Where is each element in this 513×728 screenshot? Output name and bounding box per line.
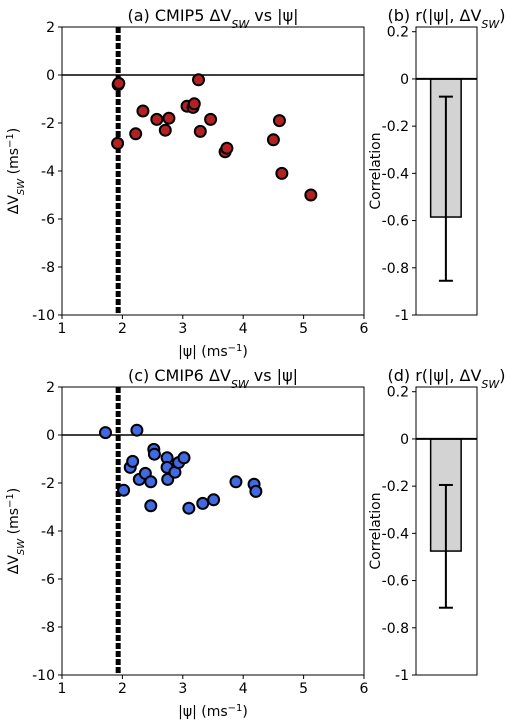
data-point	[150, 112, 164, 126]
y-tick-label: 0.2	[387, 25, 409, 41]
panel-a: (a) CMIP5 ΔVSW vs |ψ| 1 2 3 4 5 6 2 0 -2 -4 -6 -8 -10…	[5, 6, 369, 360]
y-tick-label: 0	[46, 428, 55, 444]
y-tick-label: -0.4	[382, 526, 409, 542]
data-point	[147, 447, 161, 461]
data-point	[229, 475, 243, 489]
y-tick-label: 0	[400, 432, 409, 448]
y-axis-label: ΔVSW (ms−1)	[5, 488, 27, 574]
data-point	[136, 104, 150, 118]
y-tick-label: -10	[32, 668, 55, 684]
y-tick-label: -0.6	[382, 574, 409, 590]
panel-title: (a) CMIP5 ΔVSW vs |ψ|	[127, 6, 298, 31]
data-point	[117, 483, 131, 497]
data-point	[112, 76, 126, 90]
panel-b: (b) r(|ψ|, ΔVSW)0.2 0 -0.2 -0.4 -0.6 -0.8 -1 Co…	[368, 6, 506, 324]
data-point	[182, 501, 196, 515]
x-tick-label: 3	[178, 321, 187, 337]
y-tick-label: -0.6	[382, 214, 409, 230]
y-tick-label: -1	[395, 308, 409, 324]
data-point	[144, 499, 158, 513]
data-point	[207, 493, 221, 507]
x-axis-label: |ψ| (ms−1)	[178, 343, 248, 361]
y-axis-label: ΔVSW (ms−1)	[5, 128, 27, 214]
data-point	[177, 451, 191, 465]
y-tick-label: -2	[41, 116, 55, 132]
data-point	[220, 141, 234, 155]
data-point	[275, 166, 289, 180]
panel-d: (d) r(|ψ|, ΔVSW)0.2 0 -0.2 -0.4 -0.6 -0.8 -1 Co…	[368, 366, 506, 684]
data-point	[126, 454, 140, 468]
y-tick-label: -2	[41, 476, 55, 492]
data-point	[266, 133, 280, 147]
y-tick-label: 0.2	[387, 385, 409, 401]
panel-title: (b) r(|ψ|, ΔVSW)	[387, 6, 505, 31]
y-tick-label: -0.8	[382, 621, 409, 637]
data-point	[98, 426, 112, 440]
plot-frame	[415, 386, 478, 676]
data-point	[130, 423, 144, 437]
y-tick-label: -0.8	[382, 261, 409, 277]
x-tick-label: 5	[299, 321, 308, 337]
y-axis-label: Correlation	[368, 132, 384, 209]
data-point	[144, 475, 158, 489]
x-tick-label: 6	[360, 681, 369, 697]
x-axis-label: |ψ| (ms−1)	[178, 703, 248, 721]
y-tick-label: -8	[41, 260, 55, 276]
data-point	[204, 112, 218, 126]
data-point	[196, 496, 210, 510]
y-tick-label: -4	[41, 164, 55, 180]
data-point	[192, 73, 206, 87]
data-point	[304, 188, 318, 202]
x-tick-label: 5	[299, 681, 308, 697]
y-tick-label: -8	[41, 620, 55, 636]
plot-frame	[415, 26, 478, 316]
y-axis-label: Correlation	[368, 492, 384, 569]
x-tick-label: 1	[58, 681, 67, 697]
x-tick-label: 6	[360, 321, 369, 337]
x-tick-label: 4	[239, 321, 248, 337]
data-point	[193, 124, 207, 138]
y-tick-label: -0.2	[382, 119, 409, 135]
x-tick-label: 3	[178, 681, 187, 697]
data-point	[162, 111, 176, 125]
y-tick-label: -6	[41, 572, 55, 588]
y-tick-label: -4	[41, 524, 55, 540]
y-tick-label: -6	[41, 212, 55, 228]
y-tick-label: -1	[395, 668, 409, 684]
data-point	[111, 136, 125, 150]
x-tick-label: 1	[58, 321, 67, 337]
y-tick-label: 2	[46, 20, 55, 36]
data-point	[272, 114, 286, 128]
x-tick-label: 2	[118, 681, 127, 697]
panel-title: (d) r(|ψ|, ΔVSW)	[387, 366, 505, 391]
y-tick-label: -10	[32, 308, 55, 324]
x-tick-label: 4	[239, 681, 248, 697]
y-tick-label: 0	[400, 72, 409, 88]
y-tick-label: 0	[46, 68, 55, 84]
data-point	[158, 123, 172, 137]
y-tick-label: -0.4	[382, 166, 409, 182]
data-point	[187, 97, 201, 111]
plot-frame	[61, 26, 365, 316]
y-tick-label: 2	[46, 380, 55, 396]
x-tick-label: 2	[118, 321, 127, 337]
data-point	[249, 484, 263, 498]
y-tick-label: -0.2	[382, 479, 409, 495]
data-point	[129, 127, 143, 141]
panel-c: (c) CMIP6 ΔVSW vs |ψ| 1 2 3 4 5 6 2 0 -2 -4 -6 -8 -10…	[5, 366, 369, 720]
panel-title: (c) CMIP6 ΔVSW vs |ψ|	[128, 366, 298, 391]
